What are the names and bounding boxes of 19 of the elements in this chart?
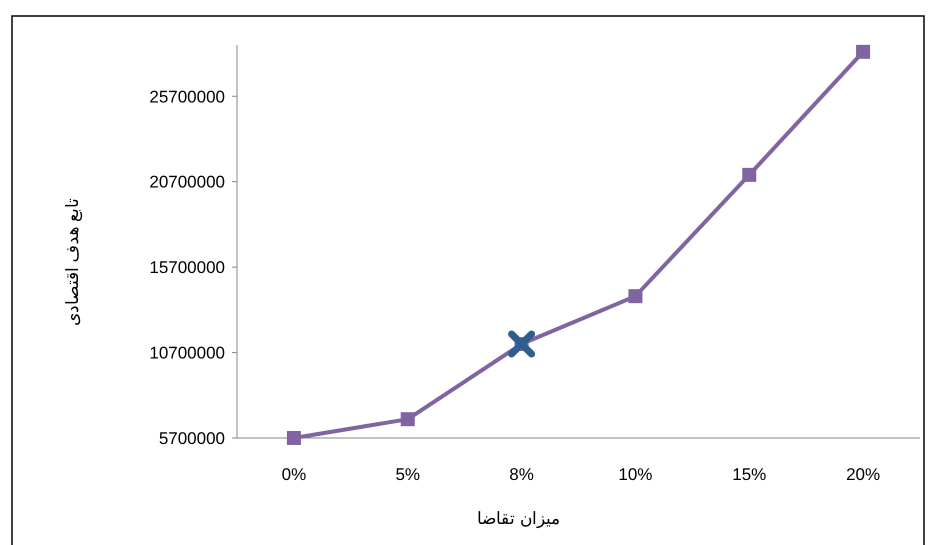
- y-tick-label: 20700000: [149, 172, 225, 192]
- point: [856, 44, 870, 59]
- point: [286, 431, 301, 445]
- point: [508, 330, 536, 358]
- y-tick-label: 15700000: [149, 258, 225, 278]
- x-tick-label: 15%: [732, 465, 766, 484]
- x-tick-label: 10%: [618, 465, 652, 484]
- point: [628, 289, 642, 304]
- x-tick-label: 20%: [846, 465, 880, 484]
- y-tick-label: 25700000: [149, 87, 225, 106]
- x-tick-label: 8%: [509, 465, 534, 484]
- y-axis-title: تابع هدف اقتصادی: [63, 198, 83, 326]
- x-axis-title: میزان تقاضا: [477, 509, 560, 529]
- point: [400, 412, 415, 426]
- x-tick-label: 5%: [395, 465, 420, 484]
- point: [742, 168, 756, 182]
- y-tick-label: 10700000: [149, 344, 225, 363]
- x-tick-label: 0%: [282, 465, 306, 484]
- y-tick-label: 5700000: [158, 429, 225, 448]
